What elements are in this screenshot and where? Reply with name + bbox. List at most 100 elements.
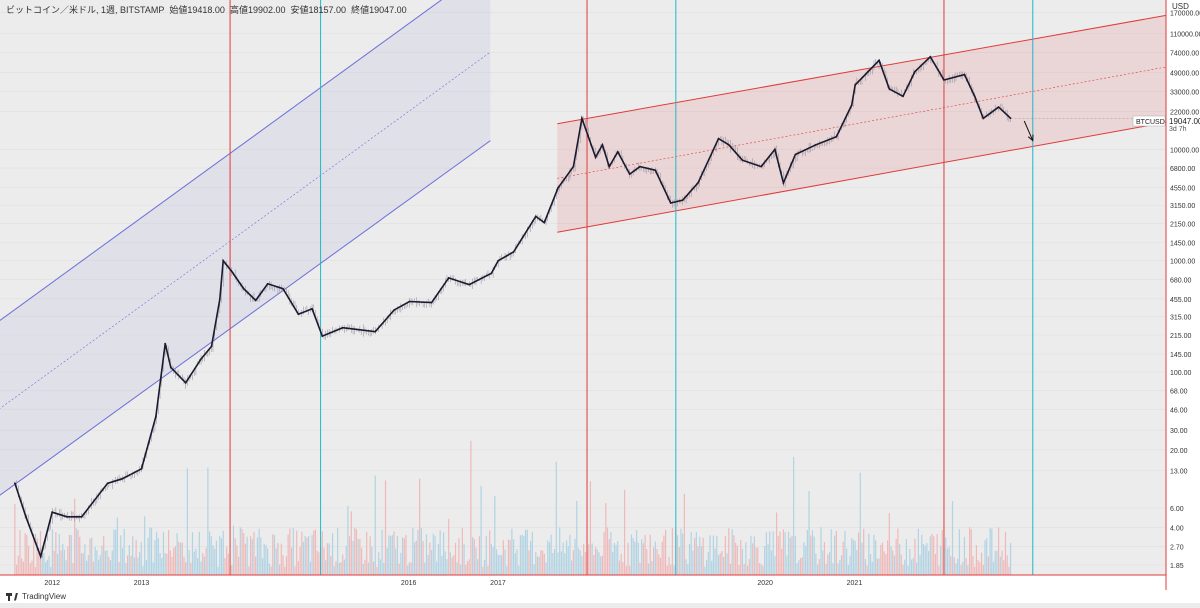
axes: USD 170000.00 110000.00 74000.00 49000.00 33… [0, 0, 1200, 590]
channel-long-term-lower-line[interactable] [0, 140, 491, 501]
volume-bar [536, 556, 539, 575]
channel-cycle-lower-line[interactable] [557, 121, 1167, 233]
volume-bar [149, 527, 151, 575]
volume-bar [360, 548, 363, 575]
price-point [266, 282, 269, 285]
price-point [997, 106, 1000, 108]
channel-cycle-mid-line[interactable] [557, 66, 1167, 179]
time-axis-bg[interactable] [0, 575, 1166, 590]
price-axis-bg[interactable] [1166, 0, 1200, 590]
volume-bar [243, 533, 245, 575]
volume-bar [975, 545, 978, 575]
price-tick-label: 49000.00 [1170, 71, 1199, 78]
volume-bar [914, 538, 916, 575]
volume-bar [214, 548, 216, 575]
volume-bar [451, 557, 453, 575]
volume-bar [606, 527, 609, 575]
volume-bar [625, 566, 627, 575]
last-price-label: 19047.00 [1169, 117, 1200, 126]
volume-bar [145, 559, 147, 575]
volume-bar [224, 558, 226, 575]
volume-bar [798, 560, 800, 575]
volume-bar [936, 534, 938, 575]
volume-bar [273, 534, 276, 575]
volume-bar [933, 536, 935, 575]
volume-bar [205, 547, 207, 575]
volume-bar [974, 566, 976, 575]
volume-bar [188, 549, 190, 575]
volume-bar [617, 541, 619, 575]
volume-bar [875, 540, 877, 575]
volume-bar [181, 542, 183, 575]
volume-bar [618, 560, 621, 575]
volume-bar [948, 546, 950, 575]
volume-bar [762, 565, 764, 575]
volume-bar [29, 563, 31, 575]
volume-bar [355, 529, 358, 575]
volume-bar [958, 529, 960, 575]
brand-text[interactable]: TradingView [22, 592, 67, 601]
volume-bar [97, 559, 100, 575]
volume-bar [456, 562, 458, 575]
volume-bar [379, 559, 381, 575]
price-line[interactable] [14, 55, 1012, 560]
volume-bar [822, 550, 824, 575]
volume-bar [999, 556, 1001, 575]
volume-bar [634, 541, 636, 575]
volume-bar [294, 566, 296, 575]
price-point [65, 515, 68, 518]
channel-cycle-upper-line[interactable] [557, 14, 1167, 125]
volume-bar [820, 527, 822, 575]
price-tick-label: 2150.00 [1170, 222, 1195, 229]
volume-bar [960, 564, 962, 575]
time-tick-label: 2016 [401, 580, 417, 587]
volume-bar [926, 543, 928, 575]
tradingview-logo-icon[interactable] [6, 592, 18, 601]
price-point [222, 259, 225, 262]
ohlc-open: 始値19418.00 [169, 5, 225, 15]
volume-bar [767, 544, 769, 575]
price-point [594, 156, 597, 159]
symbol-label: BTCUSD [1136, 119, 1165, 126]
volume-bar [957, 558, 959, 575]
volume-bar [832, 563, 834, 575]
volume-bar [91, 537, 93, 575]
channel-long-term-upper-line[interactable] [0, 0, 490, 326]
price-series [13, 55, 1166, 560]
volume-bar [367, 562, 370, 575]
volume-bar [468, 559, 470, 575]
volume-bar [386, 547, 388, 575]
price-axis-unit: USD [1172, 2, 1189, 11]
volume-bar [668, 556, 670, 575]
volume-bar [897, 528, 899, 575]
volume-bar [646, 548, 648, 575]
volume-bar [502, 540, 504, 575]
volume-bar [685, 559, 687, 575]
price-point [490, 272, 493, 275]
volume-bar [497, 554, 499, 575]
volume-bar [791, 535, 793, 575]
volume-bar [873, 534, 875, 575]
price-point [164, 342, 167, 345]
price-point [408, 300, 411, 303]
channel-long-term-mid-line[interactable] [0, 51, 491, 414]
volume-bar [980, 552, 983, 575]
price-point [242, 287, 245, 290]
price-point [727, 143, 730, 146]
volume-bar [179, 542, 182, 575]
volume-bar [700, 545, 703, 575]
volume-bar [904, 559, 906, 575]
volume-bar [232, 525, 235, 575]
volume-bar [770, 550, 773, 575]
annotation-arrow-shaft[interactable] [1023, 120, 1034, 141]
volume-bar [436, 561, 438, 575]
volume-bar [431, 550, 433, 575]
volume-bar [613, 543, 615, 575]
volume-bar [439, 530, 441, 575]
price-point [51, 511, 54, 514]
volume-bar [304, 536, 306, 575]
volume-bar [968, 527, 971, 575]
volume-bar [473, 539, 475, 575]
